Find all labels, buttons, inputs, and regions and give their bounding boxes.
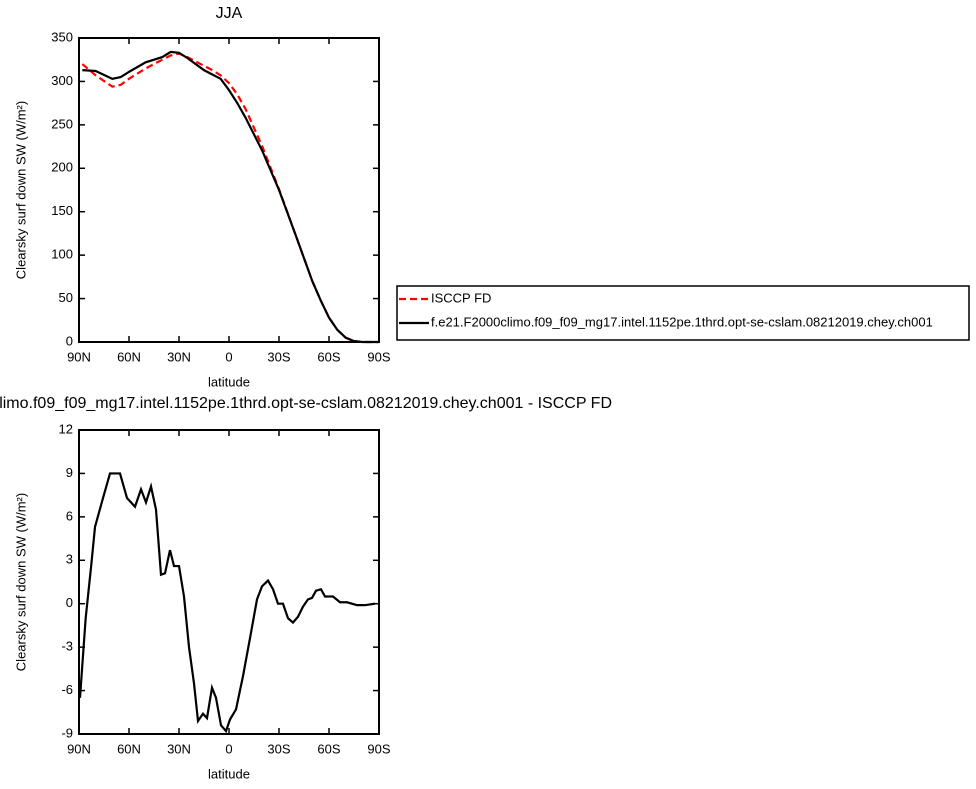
y-tick-label: -3	[61, 639, 73, 654]
data-line	[81, 52, 379, 344]
x-axis-label: latitude	[208, 766, 250, 781]
x-tick-label: 30N	[167, 741, 191, 756]
y-tick-label: 0	[66, 595, 73, 610]
legend-label: ISCCP FD	[431, 290, 491, 305]
chart-title: f.e21.F2000climo.f09_f09_mg17.intel.1152…	[0, 395, 612, 412]
y-tick-label: 150	[51, 203, 73, 218]
y-tick-label: 12	[59, 421, 73, 436]
y-tick-label: -9	[61, 725, 73, 740]
x-tick-label: 30N	[167, 349, 191, 364]
legend-box	[396, 285, 970, 341]
x-tick-label: 60S	[317, 741, 340, 756]
y-tick-label: 3	[66, 552, 73, 567]
y-axis-label: Clearsky surf down SW (W/m²)	[13, 493, 28, 671]
plot-frame	[78, 429, 380, 735]
y-tick-label: -6	[61, 682, 73, 697]
x-tick-label: 0	[225, 741, 232, 756]
x-tick-label: 90N	[67, 349, 91, 364]
x-axis-label: latitude	[208, 374, 250, 389]
chart-title: JJA	[216, 5, 243, 22]
x-tick-label: 90S	[367, 741, 390, 756]
y-tick-label: 50	[59, 290, 73, 305]
y-tick-label: 350	[51, 29, 73, 44]
y-tick-label: 100	[51, 247, 73, 262]
x-tick-label: 0	[225, 349, 232, 364]
y-tick-label: 200	[51, 160, 73, 175]
x-tick-label: 30S	[267, 741, 290, 756]
y-axis-label: Clearsky surf down SW (W/m²)	[13, 101, 28, 279]
data-line	[78, 472, 376, 734]
legend-label: f.e21.F2000climo.f09_f09_mg17.intel.1152…	[431, 314, 933, 329]
x-tick-label: 60S	[317, 349, 340, 364]
y-tick-label: 6	[66, 508, 73, 523]
x-tick-label: 60N	[117, 741, 141, 756]
data-line	[82, 50, 379, 344]
x-tick-label: 90N	[67, 741, 91, 756]
x-tick-label: 90S	[367, 349, 390, 364]
y-tick-label: 300	[51, 73, 73, 88]
y-tick-label: 9	[66, 465, 73, 480]
plot-frame	[78, 37, 380, 343]
x-tick-label: 60N	[117, 349, 141, 364]
y-tick-label: 250	[51, 116, 73, 131]
x-tick-label: 30S	[267, 349, 290, 364]
y-tick-label: 0	[66, 333, 73, 348]
